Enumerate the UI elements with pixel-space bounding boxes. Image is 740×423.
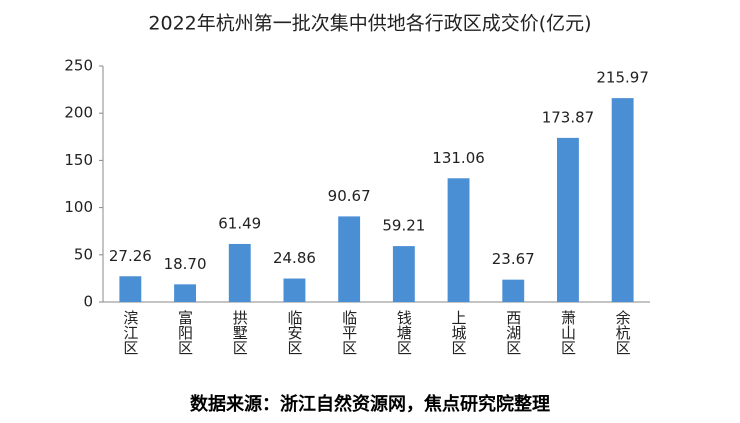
source-note: 数据来源：浙江自然资源网，焦点研究院整理 — [190, 393, 550, 415]
y-tick-label: 0 — [83, 293, 93, 311]
x-tick-label: 拱墅区 — [231, 310, 249, 355]
value-label: 18.70 — [164, 255, 207, 273]
y-tick-label: 250 — [64, 57, 93, 75]
bar — [502, 279, 525, 302]
x-tick-label: 钱塘区 — [395, 310, 413, 355]
x-tick-label: 萧山区 — [559, 310, 577, 355]
x-tick-label: 临平区 — [340, 310, 358, 355]
y-tick-label: 100 — [64, 198, 93, 216]
x-tick-label: 余杭区 — [614, 309, 632, 355]
value-label: 24.86 — [273, 249, 316, 267]
value-label: 215.97 — [596, 69, 649, 87]
value-label: 27.26 — [109, 247, 152, 265]
value-label: 61.49 — [218, 214, 261, 232]
value-label: 90.67 — [328, 187, 371, 205]
bar — [119, 276, 142, 302]
y-tick-label: 50 — [74, 245, 93, 263]
bar — [283, 278, 306, 302]
x-tick-label: 上城区 — [450, 310, 468, 355]
x-tick-label: 滨江区 — [121, 310, 139, 355]
bar — [392, 246, 415, 302]
y-tick-label: 150 — [64, 151, 93, 169]
value-label: 131.06 — [432, 149, 485, 167]
bar — [447, 178, 470, 302]
x-tick-label: 富阳区 — [176, 309, 194, 355]
x-tick-label: 临安区 — [285, 310, 303, 355]
bar — [557, 137, 579, 302]
x-tick-label: 西湖区 — [504, 310, 522, 355]
value-label: 173.87 — [542, 108, 595, 126]
bar — [611, 98, 634, 302]
y-tick-label: 200 — [64, 104, 93, 122]
bar — [174, 284, 196, 302]
chart-title: 2022年杭州第一批次集中供地各行政区成交价(亿元) — [148, 13, 591, 35]
value-label: 59.21 — [382, 217, 425, 235]
bar — [338, 216, 361, 302]
bar — [228, 243, 251, 302]
value-label: 23.67 — [492, 250, 535, 268]
